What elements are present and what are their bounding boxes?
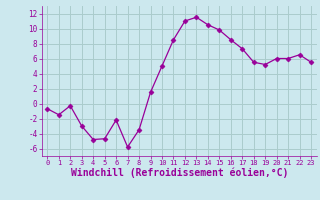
X-axis label: Windchill (Refroidissement éolien,°C): Windchill (Refroidissement éolien,°C): [70, 168, 288, 178]
